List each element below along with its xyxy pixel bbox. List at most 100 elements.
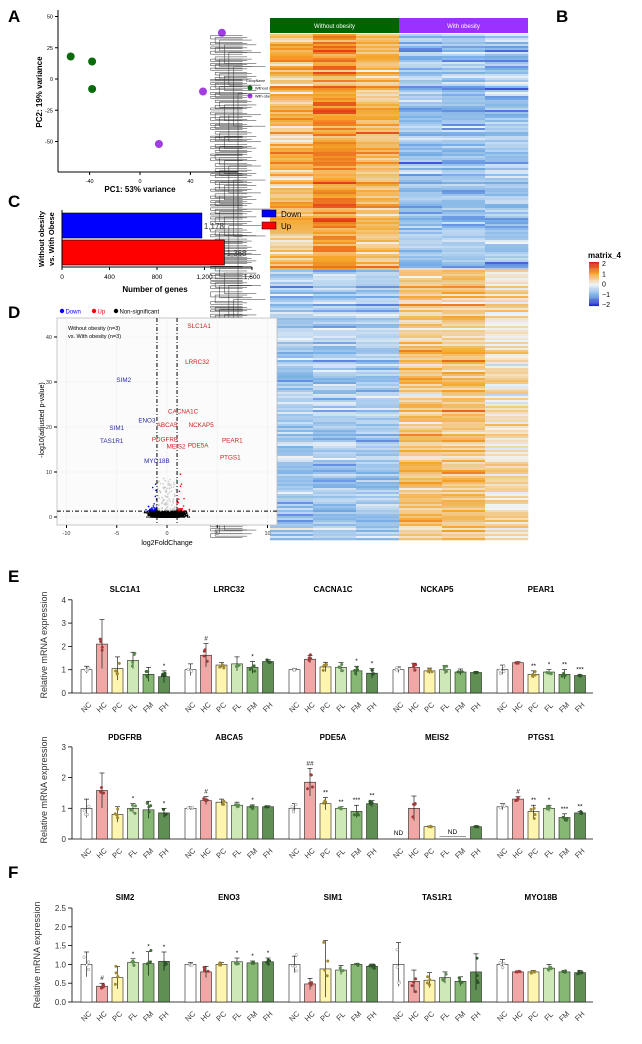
- heatmap-cell: [485, 484, 528, 486]
- gene-point: [181, 483, 183, 485]
- heatmap-cell: [356, 232, 399, 234]
- heatmap-cell: [356, 236, 399, 238]
- heatmap-cell: [399, 254, 442, 256]
- heatmap-cell: [399, 434, 442, 436]
- gene-point: [171, 504, 173, 506]
- heatmap-cell: [356, 158, 399, 160]
- heatmap-cell: [485, 330, 528, 332]
- heatmap-cell: [399, 50, 442, 52]
- heatmap-cell: [356, 126, 399, 128]
- heatmap-cell: [485, 462, 528, 464]
- heatmap-cell: [313, 534, 356, 536]
- heatmap-cell: [356, 306, 399, 308]
- heatmap-cell: [442, 94, 485, 96]
- heatmap-cell: [356, 110, 399, 112]
- colorbar-tick: 2: [602, 261, 606, 268]
- heatmap-cell: [270, 104, 313, 106]
- gene-point: [172, 512, 174, 514]
- heatmap-cell: [356, 448, 399, 450]
- heatmap-cell: [442, 248, 485, 250]
- heatmap-cell: [356, 302, 399, 304]
- heatmap-cell: [356, 268, 399, 270]
- heatmap-cell: [485, 186, 528, 188]
- heatmap-cell: [356, 152, 399, 154]
- heatmap-cell: [356, 444, 399, 446]
- heatmap-cell: [270, 200, 313, 202]
- heatmap-cell: [485, 304, 528, 306]
- gene-point: [155, 489, 157, 491]
- heatmap-cell: [313, 206, 356, 208]
- heatmap-cell: [442, 462, 485, 464]
- heatmap-cell: [313, 40, 356, 42]
- heatmap-cell: [399, 448, 442, 450]
- heatmap-cell: [313, 212, 356, 214]
- heatmap-cell: [356, 322, 399, 324]
- heatmap-cell: [270, 184, 313, 186]
- heatmap-cell: [356, 112, 399, 114]
- gene-point: [169, 510, 171, 512]
- heatmap-cell: [485, 172, 528, 174]
- heatmap-cell: [399, 162, 442, 164]
- heatmap-cell: [356, 170, 399, 172]
- colorbar-segment: [589, 263, 599, 264]
- heatmap-cell: [270, 286, 313, 288]
- colorbar-segment: [589, 265, 599, 266]
- heatmap-cell: [399, 200, 442, 202]
- heatmap-cell: [313, 512, 356, 514]
- heatmap-cell: [356, 60, 399, 62]
- heatmap-cell: [356, 56, 399, 58]
- heatmap-cell: [313, 52, 356, 54]
- heatmap-cell: [485, 158, 528, 160]
- heatmap-cell: [442, 466, 485, 468]
- heatmap-cell: [313, 178, 356, 180]
- heatmap-cell: [313, 162, 356, 164]
- heatmap-cell: [485, 492, 528, 494]
- group-tick-label: FH: [157, 701, 170, 714]
- heatmap-cell: [485, 532, 528, 534]
- heatmap-cell: [313, 38, 356, 40]
- x-tick-label: 0: [165, 531, 168, 537]
- heatmap-cell: [356, 154, 399, 156]
- heatmap-cell: [442, 162, 485, 164]
- heatmap-cell: [313, 260, 356, 262]
- heatmap-cell: [442, 146, 485, 148]
- gene-point: [179, 490, 181, 492]
- heatmap-cell: [442, 242, 485, 244]
- heatmap-cell: [485, 218, 528, 220]
- heatmap-cell: [313, 78, 356, 80]
- heatmap-cell: [485, 372, 528, 374]
- heatmap-cell: [442, 306, 485, 308]
- heatmap-cell: [313, 290, 356, 292]
- panel-label-e: E: [8, 567, 19, 586]
- heatmap-cell: [356, 492, 399, 494]
- heatmap-cell: [313, 490, 356, 492]
- group-tick-label: HC: [95, 700, 109, 714]
- panel-label-d: D: [8, 303, 20, 322]
- heatmap-cell: [313, 140, 356, 142]
- heatmap-cell: [485, 220, 528, 222]
- heatmap-cell: [313, 90, 356, 92]
- heatmap-cell: [313, 298, 356, 300]
- heatmap-cell: [399, 364, 442, 366]
- heatmap-cell: [485, 232, 528, 234]
- heatmap-cell: [485, 298, 528, 300]
- heatmap-cell: [485, 106, 528, 108]
- heatmap-cell: [313, 276, 356, 278]
- heatmap-cell: [485, 424, 528, 426]
- gene-label: PTGS1: [220, 454, 241, 461]
- heatmap-cell: [356, 82, 399, 84]
- replicate-point: [101, 649, 104, 652]
- heatmap-cell: [270, 198, 313, 200]
- heatmap-cell: [313, 202, 356, 204]
- heatmap-cell: [356, 46, 399, 48]
- heatmap-cell: [270, 280, 313, 282]
- gene-label: PDGFRB: [152, 436, 178, 443]
- colorbar-segment: [589, 295, 599, 296]
- heatmap-cell: [270, 164, 313, 166]
- heatmap-cell: [442, 420, 485, 422]
- colorbar-segment: [589, 271, 599, 272]
- heatmap-cell: [399, 532, 442, 534]
- heatmap-cell: [442, 352, 485, 354]
- heatmap-cell: [270, 202, 313, 204]
- heatmap-cell: [485, 98, 528, 100]
